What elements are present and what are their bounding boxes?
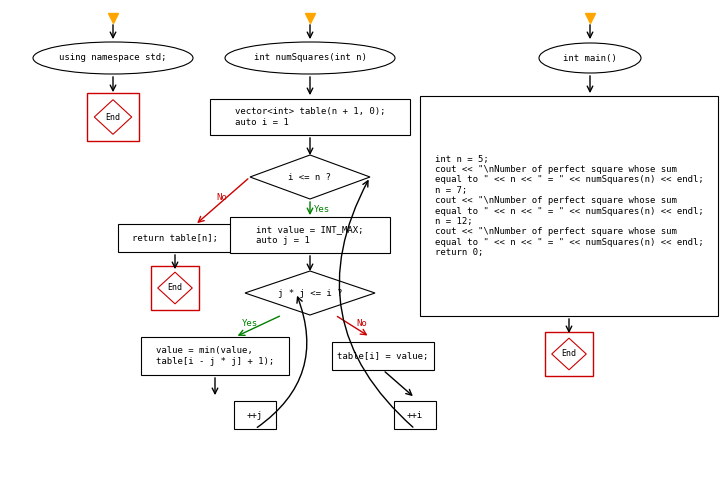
- Text: End: End: [106, 112, 121, 121]
- Bar: [332, 342, 434, 370]
- Text: ++i: ++i: [407, 410, 423, 420]
- Text: int numSquares(int n): int numSquares(int n): [253, 54, 366, 62]
- Ellipse shape: [539, 43, 641, 73]
- Ellipse shape: [33, 42, 193, 74]
- Polygon shape: [250, 155, 370, 199]
- Ellipse shape: [225, 42, 395, 74]
- Text: ++j: ++j: [247, 410, 263, 420]
- Polygon shape: [245, 271, 375, 315]
- Text: No: No: [217, 194, 227, 202]
- Text: int value = INT_MAX;
auto j = 1: int value = INT_MAX; auto j = 1: [256, 225, 364, 245]
- Bar: [394, 401, 436, 429]
- Text: return table[n];: return table[n];: [132, 233, 218, 242]
- Bar: [234, 401, 276, 429]
- Text: j * j <= i ?: j * j <= i ?: [278, 288, 342, 298]
- Text: Yes: Yes: [242, 319, 258, 329]
- Text: table[i] = value;: table[i] = value;: [337, 351, 429, 361]
- Bar: [230, 217, 390, 253]
- Bar: [420, 96, 718, 316]
- Bar: [87, 93, 139, 141]
- Text: Yes: Yes: [314, 206, 330, 214]
- Text: int n = 5;
cout << "\nNumber of perfect square whose sum
equal to " << n << " = : int n = 5; cout << "\nNumber of perfect …: [435, 155, 703, 257]
- Bar: [210, 99, 410, 135]
- Text: int main(): int main(): [563, 54, 617, 62]
- Bar: [151, 266, 199, 310]
- Text: value = min(value,
table[i - j * j] + 1);: value = min(value, table[i - j * j] + 1)…: [156, 346, 274, 366]
- Text: i <= n ?: i <= n ?: [288, 172, 331, 182]
- Text: End: End: [561, 349, 577, 359]
- Bar: [545, 332, 593, 376]
- Text: No: No: [357, 318, 368, 328]
- Bar: [117, 224, 232, 252]
- Text: End: End: [167, 284, 183, 292]
- Text: using namespace std;: using namespace std;: [59, 54, 167, 62]
- Text: vector<int> table(n + 1, 0);
auto i = 1: vector<int> table(n + 1, 0); auto i = 1: [234, 107, 385, 127]
- Bar: [141, 337, 289, 375]
